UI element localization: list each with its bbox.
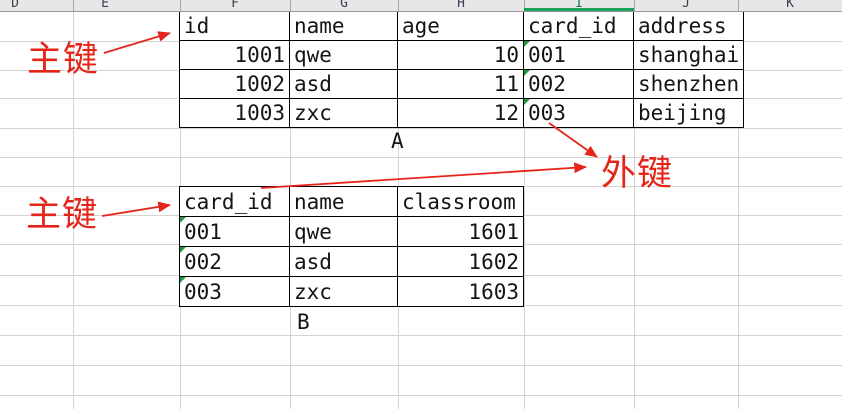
column-header-F[interactable]: F (231, 0, 239, 11)
cell[interactable]: asd (289, 69, 398, 99)
cell[interactable]: 1002 (179, 69, 290, 99)
table-row: id name age card_id address (179, 11, 745, 41)
table-a: id name age card_id address 1001 qwe 10 … (179, 11, 745, 128)
column-header-J[interactable]: J (682, 0, 690, 11)
column-header-E[interactable]: E (101, 0, 109, 11)
gridline (634, 11, 635, 409)
table-b-label[interactable]: B (297, 310, 310, 334)
cell[interactable]: asd (289, 246, 398, 277)
column-header-separator (398, 0, 399, 11)
cell[interactable]: 1003 (179, 98, 290, 128)
cell[interactable]: 1602 (397, 246, 524, 277)
table-row: 1001 qwe 10 001 shanghai (179, 40, 745, 70)
text-format-indicator-icon (180, 277, 186, 283)
column-header-separator (634, 0, 635, 11)
cell[interactable]: 001 (179, 216, 290, 247)
cell[interactable]: 1601 (397, 216, 524, 247)
cell[interactable]: zxc (289, 276, 398, 307)
table-a-header-id[interactable]: id (179, 11, 290, 41)
cell[interactable]: qwe (289, 40, 398, 70)
cell[interactable]: 003 (523, 98, 634, 128)
gridline (73, 11, 74, 409)
table-row: 1002 asd 11 002 shenzhen (179, 69, 745, 99)
cell[interactable]: zxc (289, 98, 398, 128)
cell[interactable]: 10 (397, 40, 524, 70)
cell[interactable]: 11 (397, 69, 524, 99)
gridline (0, 365, 842, 366)
table-row: 1003 zxc 12 003 beijing (179, 98, 745, 128)
gridline (0, 128, 842, 129)
table-a-header-age[interactable]: age (397, 11, 524, 41)
gridline (0, 335, 842, 336)
primary-key-arrow-table-a[interactable] (103, 31, 171, 54)
column-header-K[interactable]: K (786, 0, 794, 11)
column-header-separator (524, 0, 525, 11)
primary-key-annotation-bottom[interactable]: 主键 (26, 195, 99, 235)
cell[interactable]: 12 (397, 98, 524, 128)
text-format-indicator-icon (524, 41, 530, 47)
gridline (524, 11, 525, 409)
column-header-H[interactable]: H (457, 0, 465, 11)
selected-column-indicator (524, 8, 634, 11)
table-row: 002 asd 1602 (179, 246, 524, 277)
table-a-header-address[interactable]: address (632, 11, 745, 41)
cell[interactable]: shenzhen (632, 69, 745, 99)
text-format-indicator-icon (180, 217, 186, 223)
text-format-indicator-icon (524, 70, 530, 76)
cell[interactable]: 1001 (179, 40, 290, 70)
cell[interactable]: 1603 (397, 276, 524, 307)
column-header-separator (738, 0, 739, 11)
table-a-header-card-id[interactable]: card_id (523, 11, 634, 41)
table-b: card_id name classroom 001 qwe 1601 002 … (179, 186, 524, 307)
table-b-header-card-id[interactable]: card_id (179, 186, 290, 217)
cell[interactable]: 001 (523, 40, 634, 70)
text-format-indicator-icon (524, 99, 530, 105)
foreign-key-annotation[interactable]: 外键 (601, 154, 674, 194)
cell[interactable]: 002 (179, 246, 290, 277)
cell[interactable]: 002 (523, 69, 634, 99)
cell[interactable]: beijing (632, 98, 745, 128)
table-b-header-classroom[interactable]: classroom (397, 186, 524, 217)
column-header-separator (290, 0, 291, 11)
table-a-header-name[interactable]: name (289, 11, 398, 41)
column-header-row: D E F G I H J K (0, 0, 842, 12)
cell[interactable]: qwe (289, 216, 398, 247)
gridline (0, 395, 842, 396)
column-header-I-selected[interactable]: I (575, 0, 583, 11)
column-header-separator (180, 0, 181, 11)
cell[interactable]: 003 (179, 276, 290, 307)
gridline (0, 157, 842, 158)
column-header-separator (73, 0, 74, 11)
foreign-key-arrow-from-table-b[interactable] (260, 162, 587, 189)
table-row: 003 zxc 1603 (179, 276, 524, 307)
table-row: 001 qwe 1601 (179, 216, 524, 247)
table-a-label[interactable]: A (391, 129, 404, 153)
gridline (738, 11, 739, 409)
table-b-header-name[interactable]: name (289, 186, 398, 217)
column-header-G[interactable]: G (340, 0, 348, 11)
text-format-indicator-icon (180, 247, 186, 253)
column-header-D[interactable]: D (11, 0, 19, 11)
cell[interactable]: shanghai (632, 40, 745, 70)
table-row: card_id name classroom (179, 186, 524, 217)
primary-key-annotation-top[interactable]: 主键 (27, 40, 100, 80)
